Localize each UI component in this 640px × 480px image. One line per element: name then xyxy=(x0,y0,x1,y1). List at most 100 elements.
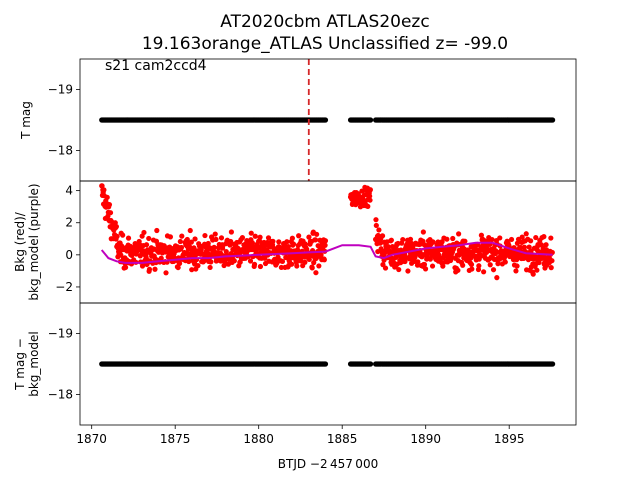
data-point xyxy=(202,232,208,239)
data-point xyxy=(141,229,147,236)
data-point xyxy=(528,238,534,244)
data-point xyxy=(314,231,320,237)
data-point xyxy=(318,252,324,258)
data-point xyxy=(289,235,295,241)
data-point xyxy=(450,235,456,242)
data-point xyxy=(296,233,302,239)
data-point xyxy=(279,258,286,265)
data-point xyxy=(313,270,319,276)
data-point xyxy=(208,259,214,265)
data-point xyxy=(530,271,536,277)
data-point xyxy=(231,258,237,264)
data-point xyxy=(312,237,319,243)
data-point xyxy=(309,265,315,271)
data-point xyxy=(548,265,554,271)
data-point xyxy=(228,238,234,245)
data-point xyxy=(549,258,555,264)
data-point xyxy=(285,244,291,250)
data-point xyxy=(154,227,160,234)
data-point xyxy=(125,235,132,241)
x-tick-label: 1895 xyxy=(494,432,525,446)
data-point xyxy=(306,234,312,240)
data-point xyxy=(388,237,394,243)
data-point xyxy=(221,262,227,269)
y-axis-label: T mag − xyxy=(13,338,27,391)
data-point xyxy=(502,259,508,265)
data-point xyxy=(376,227,382,233)
data-point xyxy=(179,233,185,239)
data-point xyxy=(158,255,164,261)
data-point xyxy=(184,236,190,243)
data-point xyxy=(489,236,495,243)
data-point xyxy=(519,234,525,240)
data-point xyxy=(440,263,446,269)
data-point xyxy=(278,264,284,271)
data-point xyxy=(421,261,428,268)
data-point xyxy=(139,263,146,269)
data-point xyxy=(427,256,433,262)
data-point xyxy=(455,267,461,273)
y-axis-label: bkg_model (purple) xyxy=(27,183,41,300)
data-point xyxy=(104,194,110,200)
data-point xyxy=(192,236,198,242)
data-point xyxy=(276,239,282,245)
data-point xyxy=(541,234,547,240)
data-point xyxy=(367,197,373,203)
data-point xyxy=(205,240,211,247)
data-point xyxy=(422,266,429,272)
data-point xyxy=(178,244,185,251)
data-point xyxy=(429,263,436,269)
data-point xyxy=(497,235,503,241)
data-point xyxy=(223,248,229,255)
data-point xyxy=(420,229,426,235)
data-point xyxy=(175,264,181,271)
data-point xyxy=(316,263,322,269)
data-point xyxy=(462,238,468,244)
panel-annotation: s21 cam2ccd4 xyxy=(105,58,207,74)
data-point xyxy=(322,238,329,244)
data-point xyxy=(257,234,263,240)
data-point xyxy=(523,231,529,237)
data-point xyxy=(514,263,520,269)
data-point xyxy=(514,240,521,246)
data-point xyxy=(152,266,158,272)
chart-title-line2: 19.163orange_ATLAS Unclassified z= -99.0 xyxy=(142,34,508,54)
data-point xyxy=(322,361,329,367)
y-tick-label: 4 xyxy=(65,184,73,198)
data-point xyxy=(521,244,527,250)
data-point xyxy=(396,266,402,273)
data-point xyxy=(367,117,374,123)
data-point xyxy=(107,210,114,216)
data-point xyxy=(494,275,500,281)
data-point xyxy=(143,242,150,248)
data-point xyxy=(265,235,272,241)
data-point xyxy=(146,235,152,242)
data-point xyxy=(481,269,487,275)
data-point xyxy=(400,236,406,243)
y-tick-label: −18 xyxy=(48,388,73,402)
data-point xyxy=(379,233,386,239)
data-point xyxy=(106,202,113,208)
panel-frame xyxy=(79,302,577,426)
data-point xyxy=(213,236,219,242)
data-point xyxy=(367,187,373,193)
data-point xyxy=(118,243,125,249)
y-tick-label: −19 xyxy=(48,327,73,341)
data-point xyxy=(257,263,264,270)
data-point xyxy=(373,217,379,223)
y-axis-label: bkg_model xyxy=(27,331,41,397)
data-point xyxy=(415,259,421,265)
data-point xyxy=(228,229,235,235)
data-point xyxy=(284,239,290,245)
data-point xyxy=(322,117,329,123)
y-axis-label: Bkg (red)/ xyxy=(13,211,27,272)
x-tick-label: 1880 xyxy=(243,432,274,446)
data-point xyxy=(290,241,297,247)
data-point xyxy=(548,235,554,241)
data-point xyxy=(365,203,371,209)
data-point xyxy=(402,258,408,265)
data-point xyxy=(188,239,194,245)
data-point xyxy=(289,261,295,267)
